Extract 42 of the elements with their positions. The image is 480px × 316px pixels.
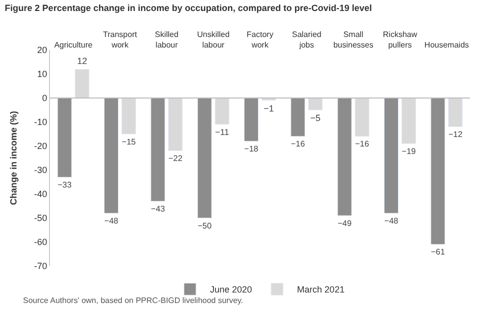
- data-label: −33: [58, 180, 72, 190]
- data-label: −1: [264, 103, 274, 114]
- y-tick-label: 20: [37, 45, 48, 56]
- y-tick-label: -10: [34, 117, 48, 128]
- x-tick-label: Unskilled labour: [197, 30, 230, 50]
- y-tick-label: -60: [34, 237, 48, 248]
- data-label: −61: [430, 248, 446, 257]
- x-tick-label: Agriculture: [54, 40, 93, 50]
- x-tick-label: Housemaids: [424, 40, 469, 50]
- y-tick-label: -30: [34, 165, 48, 176]
- y-axis-title: Change in income (%): [8, 110, 19, 206]
- data-label: −49: [338, 218, 352, 228]
- data-label: −5: [310, 113, 321, 123]
- data-label: −18: [244, 144, 259, 154]
- data-label: −15: [122, 137, 136, 146]
- y-tick-label: -50: [34, 213, 48, 224]
- data-label: −48: [384, 216, 399, 226]
- x-tick-label: Transport work: [103, 30, 138, 50]
- y-tick-label: -20: [34, 141, 48, 152]
- y-tick-label: -40: [34, 189, 48, 200]
- y-tick-label: -70: [34, 261, 48, 272]
- x-tick-label: Small businesses: [333, 30, 374, 50]
- data-label: −50: [198, 221, 212, 230]
- data-label: −19: [402, 146, 416, 156]
- data-label: −43: [150, 204, 166, 214]
- y-tick-label: 0: [42, 93, 48, 104]
- data-label: −16: [355, 140, 370, 149]
- legend-label: June 2020: [210, 284, 252, 295]
- x-tick-label: Skilled labour: [154, 30, 178, 50]
- y-tick-label: 10: [37, 69, 48, 80]
- x-tick-label: Rickshaw pullers: [382, 30, 418, 50]
- chart-title: Figure 2 Percentage change in income by occupation, compared to pre-Covid-19 level: [4, 3, 372, 14]
- data-label: −12: [448, 130, 463, 140]
- x-tick-label: Factory work: [246, 30, 274, 50]
- data-label: −48: [104, 216, 119, 226]
- data-label: 12: [77, 56, 88, 66]
- data-label: −16: [290, 140, 306, 149]
- legend-label: March 2021: [297, 284, 345, 295]
- source-note: Source Authors' own, based on PPRC-BIGD livelihood survey.: [23, 296, 244, 305]
- data-label: −22: [168, 154, 183, 164]
- x-tick-label: Salaried jobs: [292, 30, 322, 50]
- data-label: −11: [215, 127, 230, 138]
